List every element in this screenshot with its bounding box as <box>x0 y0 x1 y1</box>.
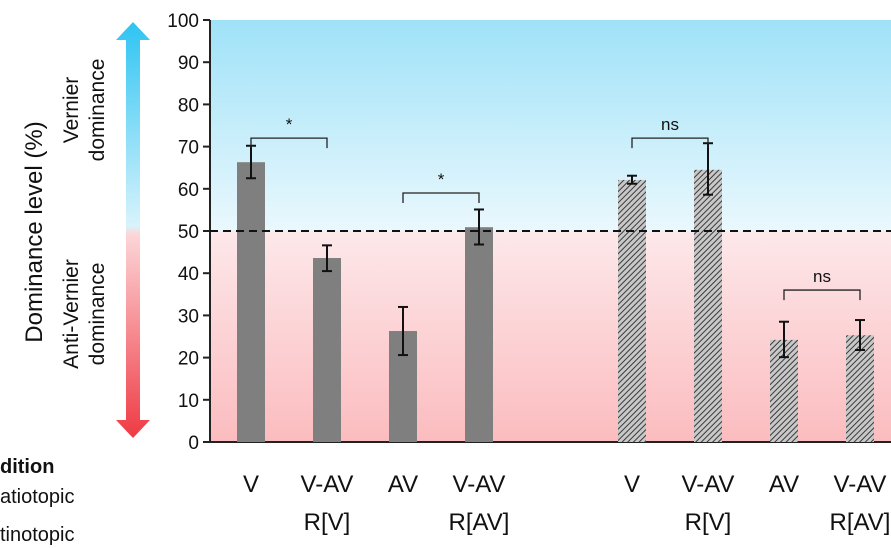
legend-item-retinotopic: tinotopic <box>0 524 75 546</box>
x-category-label-line2: R[AV] <box>830 509 891 536</box>
vernier-region-label-line2: dominance <box>86 59 109 162</box>
y-tick-label: 0 <box>188 433 199 454</box>
significance-bracket <box>250 137 328 149</box>
x-category-label: V <box>624 471 640 498</box>
significance-label: ns <box>661 115 679 134</box>
y-axis-label: Dominance level (%) <box>21 121 48 342</box>
y-tick-label: 100 <box>167 11 199 32</box>
x-category-label: V-AV <box>453 471 506 498</box>
bar <box>694 169 722 442</box>
x-category-label-line2: R[V] <box>685 509 732 536</box>
x-category-label: V-AV <box>834 471 887 498</box>
significance-label: * <box>286 115 293 134</box>
y-tick-label: 20 <box>178 349 199 370</box>
y-tick-label: 30 <box>178 306 199 327</box>
y-tick-label: 70 <box>178 138 199 159</box>
anti-vernier-region-label-line2: dominance <box>86 263 109 366</box>
vernier-dominance-region <box>210 20 891 231</box>
significance-bracket <box>402 192 480 204</box>
y-tick-label: 90 <box>178 53 199 74</box>
x-category-label: V <box>243 471 259 498</box>
significance-label: * <box>438 170 445 189</box>
bar <box>313 258 341 442</box>
significance-bracket <box>631 137 709 149</box>
bar <box>465 227 493 442</box>
x-category-label-line2: R[V] <box>304 509 351 536</box>
bar <box>618 179 646 443</box>
bar <box>846 335 874 442</box>
x-category-label: AV <box>769 471 799 498</box>
anti-vernier-region-label-line1: Anti-Vernier <box>60 259 83 369</box>
y-tick-label: 50 <box>178 222 199 243</box>
x-category-label: V-AV <box>301 471 354 498</box>
x-category-label: V-AV <box>682 471 735 498</box>
x-category-label: AV <box>388 471 418 498</box>
legend-item-spatiotopic: atiotopic <box>0 486 75 508</box>
significance-label: ns <box>813 267 831 286</box>
legend-title: dition <box>0 456 54 478</box>
y-tick-label: 60 <box>178 180 199 201</box>
y-tick-label: 80 <box>178 95 199 116</box>
significance-bracket <box>783 289 861 301</box>
y-tick-label: 40 <box>178 264 199 285</box>
dominance-direction-arrow <box>116 22 150 438</box>
vernier-region-label-line1: Vernier <box>60 77 83 144</box>
bar <box>237 162 265 443</box>
x-category-label-line2: R[AV] <box>449 509 510 536</box>
y-tick-label: 10 <box>178 391 199 412</box>
